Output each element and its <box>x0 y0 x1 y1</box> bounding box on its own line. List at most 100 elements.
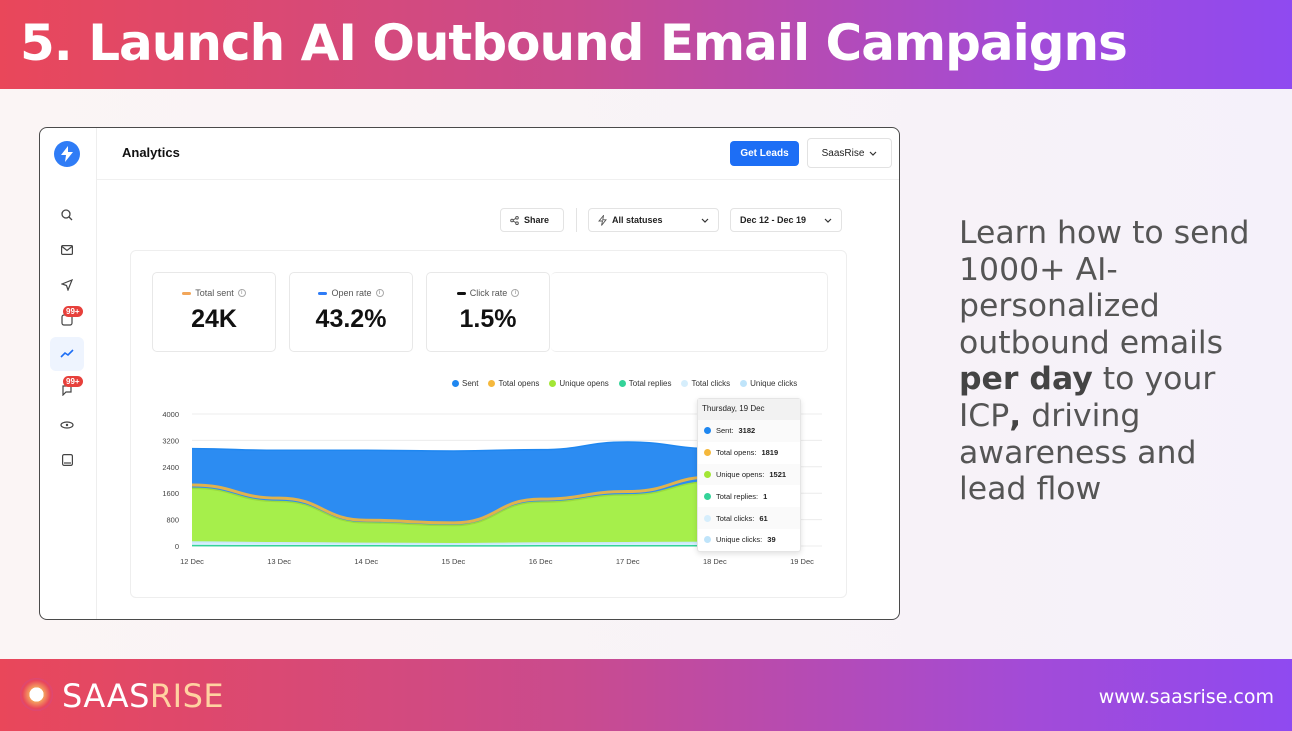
stat-card-open-rate: Open rate i 43.2% <box>289 272 413 352</box>
chevron-down-icon <box>701 218 709 223</box>
x-tick-label: 15 Dec <box>442 557 466 566</box>
x-tick-label: 19 Dec <box>790 557 814 566</box>
notification-badge: 99+ <box>63 306 83 317</box>
side-text-part3: driving awareness and lead flow <box>959 397 1197 508</box>
bolt-outline-icon <box>598 214 607 226</box>
tooltip-value: 39 <box>767 535 776 545</box>
mail-icon[interactable] <box>56 239 78 261</box>
tooltip-row: Total opens: 1819 <box>698 442 800 464</box>
y-tick-label: 2400 <box>162 463 179 472</box>
side-text-part1: Learn how to send 1000+ AI-personalized … <box>959 215 1250 361</box>
slide-title: 5. Launch AI Outbound Email Campaigns <box>20 14 1128 72</box>
tooltip-row: Total replies: 1 <box>698 485 800 507</box>
legend-item-total-opens[interactable]: Total opens <box>488 379 539 388</box>
y-tick-label: 4000 <box>162 410 179 419</box>
legend-dot <box>488 380 496 387</box>
share-label: Share <box>524 215 550 225</box>
side-description: Learn how to send 1000+ AI-personalized … <box>959 215 1259 508</box>
stat-value: 1.5% <box>459 305 517 333</box>
message-badge: 99+ <box>63 376 83 387</box>
tooltip-value: 1 <box>763 491 768 501</box>
bolt-icon <box>61 146 73 162</box>
analytics-icon[interactable] <box>50 337 84 371</box>
stat-color-marker <box>182 291 192 295</box>
info-icon[interactable]: i <box>375 289 384 297</box>
tooltip-value: 61 <box>759 513 768 523</box>
tooltip-dot <box>704 427 711 435</box>
legend-dot <box>549 380 557 387</box>
share-button[interactable]: Share <box>500 208 564 232</box>
series-line-sent <box>191 441 715 452</box>
app-screenshot: 99+ 99+ Analytics Get Leads SaasRise Sha… <box>39 127 900 620</box>
info-icon[interactable]: i <box>237 289 246 297</box>
stat-card-placeholder <box>551 272 828 352</box>
tooltip-label: Total clicks: <box>716 513 755 523</box>
chevron-down-icon <box>869 151 877 156</box>
bottom-banner: SAASRISE www.saasrise.com <box>0 659 1292 731</box>
x-tick-label: 12 Dec <box>180 557 204 566</box>
app-logo[interactable] <box>54 141 80 167</box>
tooltip-dot <box>704 536 711 544</box>
chart-tooltip: Thursday, 19 Dec Sent: 3182 Total opens: 18… <box>697 398 801 552</box>
tooltip-rows: Sent: 3182 Total opens: 1819 Unique opens: 15… <box>698 420 800 551</box>
series-line-total-clicks <box>191 541 715 545</box>
legend-dot <box>618 380 626 387</box>
toolbar-divider <box>576 208 577 232</box>
tooltip-value: 1819 <box>761 448 779 458</box>
info-icon[interactable]: i <box>511 289 520 297</box>
stat-label: Click rate <box>469 288 508 298</box>
legend-item-total-clicks[interactable]: Total clicks <box>681 379 730 388</box>
y-tick-label: 0 <box>175 542 179 551</box>
y-tick-label: 3200 <box>162 436 179 445</box>
legend-dot <box>681 380 689 387</box>
top-banner: 5. Launch AI Outbound Email Campaigns <box>0 0 1292 89</box>
search-icon[interactable] <box>56 204 78 226</box>
legend-label: Sent <box>462 379 479 388</box>
rocket-icon[interactable] <box>56 414 78 436</box>
send-icon[interactable] <box>56 274 78 296</box>
tooltip-label: Unique opens: <box>716 469 765 479</box>
legend-item-unique-opens[interactable]: Unique opens <box>549 379 609 388</box>
legend-item-unique-clicks[interactable]: Unique clicks <box>740 379 797 388</box>
sidebar: 99+ 99+ <box>40 128 97 619</box>
get-leads-button[interactable]: Get Leads <box>730 141 799 166</box>
tooltip-label: Total replies: <box>716 491 759 501</box>
tooltip-label: Unique clicks: <box>716 535 763 545</box>
tooltip-dot <box>704 470 711 478</box>
legend-label: Total opens <box>498 379 540 388</box>
brand-prefix: SAAS <box>62 677 150 715</box>
stat-value: 43.2% <box>315 305 387 333</box>
series-line-total-opens <box>191 475 715 525</box>
legend-item-total-replies[interactable]: Total replies <box>618 379 671 388</box>
tooltip-row: Unique clicks: 39 <box>698 529 800 551</box>
tablet-icon[interactable] <box>56 449 78 471</box>
saasrise-logo-icon <box>20 678 53 711</box>
x-tick-label: 16 Dec <box>529 557 553 566</box>
workspace-label: SaasRise <box>821 147 865 159</box>
side-text-bold1: per day <box>959 361 1093 398</box>
site-url[interactable]: www.saasrise.com <box>1098 686 1274 708</box>
stat-label: Total sent <box>195 288 234 298</box>
legend-dot <box>452 380 459 387</box>
brand-suffix: RISE <box>149 677 225 715</box>
tooltip-label: Total opens: <box>716 448 757 458</box>
tooltip-row: Total clicks: 61 <box>698 507 800 529</box>
share-icon <box>510 215 519 225</box>
date-range-picker[interactable]: Dec 12 - Dec 19 <box>730 208 842 232</box>
y-tick-label: 800 <box>166 516 179 525</box>
analytics-card: Total sent i 24K Open rate i 43.2% Click r… <box>130 250 847 598</box>
x-tick-label: 17 Dec <box>616 557 640 566</box>
legend-label: Total clicks <box>691 379 731 388</box>
tooltip-row: Unique opens: 1521 <box>698 463 800 486</box>
tooltip-title: Thursday, 19 Dec <box>698 399 800 420</box>
page-heading: Analytics <box>122 145 180 160</box>
stat-card-click-rate: Click rate i 1.5% <box>426 272 550 352</box>
x-tick-label: 18 Dec <box>703 557 727 566</box>
tooltip-label: Sent: <box>716 426 734 436</box>
legend-item-sent[interactable]: Sent <box>452 379 478 388</box>
legend-label: Unique clicks <box>750 379 798 388</box>
tooltip-row: Sent: 3182 <box>698 420 800 442</box>
workspace-dropdown[interactable]: SaasRise <box>807 138 892 168</box>
series-area-unique-opens <box>192 481 715 546</box>
status-filter[interactable]: All statuses <box>588 208 719 232</box>
